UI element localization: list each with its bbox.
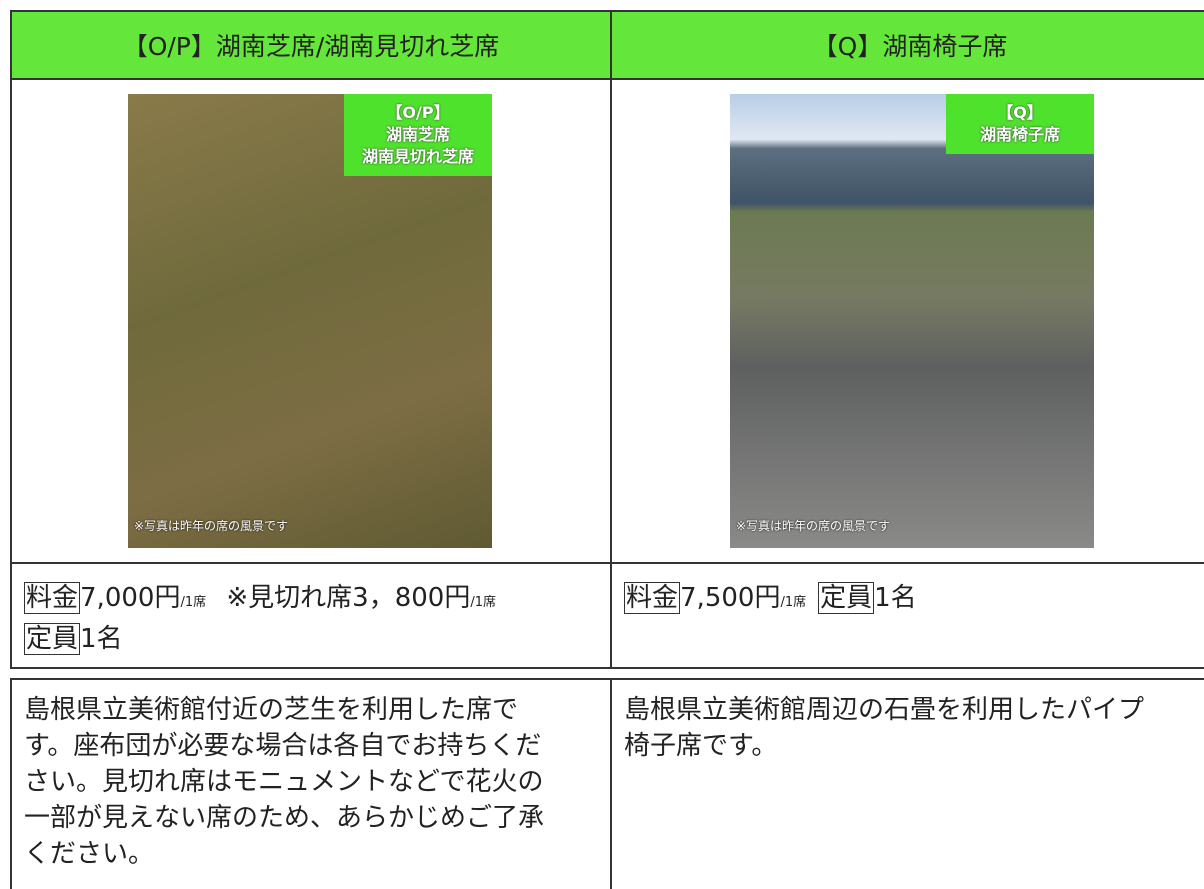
price-text: 7,500円 bbox=[680, 583, 781, 613]
price-text: 1名 bbox=[874, 583, 917, 613]
price-tag: 料金 bbox=[24, 582, 81, 614]
photo-caption: ※写真は昨年の席の風景です bbox=[134, 519, 289, 533]
price-text: 7,000円 bbox=[80, 583, 181, 613]
price-text: 1名 bbox=[80, 624, 123, 654]
description-line: 島根県立美術館付近の芝生を利用した席で bbox=[24, 695, 519, 725]
price-text: /1席 bbox=[780, 595, 807, 610]
photo: 【O/P】湖南芝席湖南見切れ芝席 ※写真は昨年の席の風景です bbox=[128, 94, 492, 548]
price-text: /1席 bbox=[470, 595, 496, 610]
photo-caption: ※写真は昨年の席の風景です bbox=[736, 519, 891, 533]
photo-cell: 【O/P】湖南芝席湖南見切れ芝席 ※写真は昨年の席の風景です bbox=[10, 78, 612, 564]
price-text: /1席 bbox=[180, 595, 207, 610]
description-line: さい。見切れ席はモニュメントなどで花火の bbox=[24, 767, 544, 797]
photo-label: 【O/P】湖南芝席湖南見切れ芝席 bbox=[344, 94, 492, 176]
description-line: 一部が見えない席のため、あらかじめご了承 bbox=[24, 803, 545, 833]
description-line: す。座布団が必要な場合は各自でお持ちくだ bbox=[24, 731, 542, 761]
description-line: ください。 bbox=[24, 839, 155, 869]
photo-cell: 【Q】湖南椅子席 ※写真は昨年の席の風景です bbox=[610, 78, 1204, 564]
label-line: 【O/P】 bbox=[386, 103, 450, 122]
label-line: 【Q】 bbox=[997, 103, 1043, 122]
header-cell: 【Q】湖南椅子席 bbox=[610, 10, 1204, 80]
header-cell: 【O/P】湖南芝席/湖南見切れ芝席 bbox=[10, 10, 612, 80]
description-line: 椅子席です。 bbox=[624, 731, 778, 761]
price-line: 料金7,500円/1席 定員1名 bbox=[612, 580, 1204, 621]
price-tag: 定員 bbox=[24, 623, 81, 655]
price-cell: 料金7,500円/1席 定員1名 bbox=[610, 562, 1204, 669]
label-line: 湖南見切れ芝席 bbox=[361, 147, 474, 166]
photo: 【Q】湖南椅子席 ※写真は昨年の席の風景です bbox=[730, 94, 1094, 548]
description-cell: 島根県立美術館付近の芝生を利用した席で す。座布団が必要な場合は各自でお持ちくださ… bbox=[10, 678, 612, 889]
description-cell: 島根県立美術館周辺の石畳を利用したパイプ 椅子席です。 bbox=[610, 678, 1204, 889]
price-line: 定員1名 bbox=[12, 621, 610, 657]
price-text: ※見切れ席3，800円 bbox=[218, 583, 471, 613]
price-tag: 料金 bbox=[624, 582, 681, 614]
photo-label: 【Q】湖南椅子席 bbox=[946, 94, 1094, 154]
price-line: 料金7,000円/1席 ※見切れ席3，800円/1席 bbox=[12, 580, 610, 621]
description-line: 島根県立美術館周辺の石畳を利用したパイプ bbox=[624, 695, 1145, 725]
price-tag: 定員 bbox=[818, 582, 875, 614]
label-line: 湖南芝席 bbox=[385, 125, 450, 144]
price-cell: 料金7,000円/1席 ※見切れ席3，800円/1席 定員1名 bbox=[10, 562, 612, 669]
label-line: 湖南椅子席 bbox=[979, 125, 1060, 144]
